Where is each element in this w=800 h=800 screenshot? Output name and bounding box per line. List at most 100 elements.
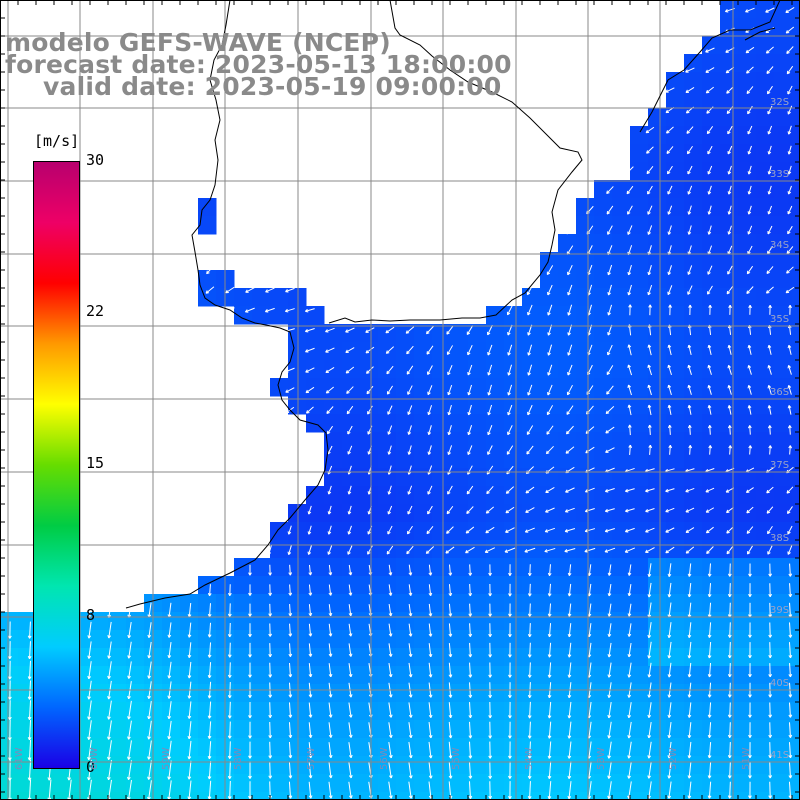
field-cell bbox=[504, 432, 523, 451]
wind-arrow bbox=[788, 642, 793, 659]
wind-arrow bbox=[308, 761, 313, 779]
field-cell bbox=[234, 630, 253, 649]
wind-arrow bbox=[604, 528, 615, 533]
wind-arrow bbox=[427, 425, 432, 436]
wind-arrow bbox=[187, 780, 192, 800]
field-cell bbox=[774, 306, 793, 325]
wind-arrow bbox=[428, 741, 433, 759]
wind-arrow bbox=[147, 740, 152, 760]
wind-arrow bbox=[487, 364, 493, 376]
field-cell bbox=[648, 288, 667, 307]
wind-arrow bbox=[668, 304, 672, 316]
field-cell bbox=[684, 504, 703, 523]
field-cell bbox=[774, 18, 793, 37]
wind-arrow bbox=[526, 425, 534, 435]
field-cell bbox=[90, 756, 109, 775]
wind-arrow bbox=[706, 546, 714, 554]
field-cell bbox=[684, 342, 703, 361]
field-cell bbox=[648, 666, 667, 685]
field-cell bbox=[522, 738, 541, 757]
field-cell bbox=[720, 540, 739, 559]
field-cell bbox=[486, 792, 505, 800]
field-cell bbox=[504, 450, 523, 469]
field-cell bbox=[288, 774, 307, 793]
field-cell bbox=[414, 792, 433, 800]
field-cell bbox=[450, 576, 469, 595]
field-cell bbox=[558, 378, 577, 397]
wind-arrow bbox=[747, 165, 752, 175]
field-cell bbox=[486, 738, 505, 757]
wind-arrow bbox=[688, 304, 692, 316]
field-cell bbox=[126, 630, 145, 649]
field-cell bbox=[612, 234, 631, 253]
field-cell bbox=[36, 774, 55, 793]
field-cell bbox=[792, 666, 800, 685]
wind-arrow bbox=[328, 781, 333, 799]
field-cell bbox=[756, 360, 775, 379]
wind-arrow bbox=[687, 205, 692, 215]
wind-arrow bbox=[448, 721, 453, 739]
field-cell bbox=[558, 792, 577, 800]
lon-label: 53W bbox=[596, 747, 607, 770]
field-cell bbox=[252, 630, 271, 649]
field-cell bbox=[756, 558, 775, 577]
field-cell bbox=[162, 648, 181, 667]
field-cell bbox=[738, 216, 757, 235]
field-cell bbox=[756, 234, 775, 253]
field-cell bbox=[738, 774, 757, 793]
field-cell bbox=[432, 666, 451, 685]
wind-arrow bbox=[727, 165, 732, 175]
wind-arrow bbox=[707, 741, 712, 759]
field-cell bbox=[630, 378, 649, 397]
field-cell bbox=[792, 720, 800, 739]
wind-arrow bbox=[785, 7, 795, 14]
field-cell bbox=[288, 720, 307, 739]
field-cell bbox=[666, 540, 685, 559]
wind-arrow bbox=[527, 642, 532, 658]
field-cell bbox=[792, 504, 800, 523]
field-cell bbox=[360, 720, 379, 739]
wind-arrow bbox=[167, 622, 172, 638]
field-cell bbox=[306, 594, 325, 613]
field-cell bbox=[756, 0, 775, 19]
field-cell bbox=[630, 720, 649, 739]
wind-arrow bbox=[288, 702, 293, 718]
field-cell bbox=[738, 738, 757, 757]
wind-arrow bbox=[527, 304, 533, 316]
field-cell bbox=[450, 432, 469, 451]
field-cell bbox=[648, 342, 667, 361]
field-cell bbox=[522, 774, 541, 793]
wind-arrow bbox=[727, 425, 732, 435]
wind-arrow bbox=[665, 527, 675, 533]
field-cell bbox=[630, 558, 649, 577]
wind-arrow bbox=[264, 307, 275, 313]
field-cell bbox=[738, 630, 757, 649]
field-cell bbox=[198, 198, 217, 217]
field-cell bbox=[558, 306, 577, 325]
field-cell bbox=[774, 666, 793, 685]
wind-arrow bbox=[788, 663, 793, 678]
field-cell bbox=[666, 180, 685, 199]
field-cell bbox=[324, 360, 343, 379]
field-cell bbox=[630, 522, 649, 541]
field-cell bbox=[432, 720, 451, 739]
field-cell bbox=[198, 576, 217, 595]
wind-arrow bbox=[227, 721, 232, 739]
field-cell bbox=[414, 486, 433, 505]
wind-arrow bbox=[305, 347, 315, 353]
field-cell bbox=[612, 522, 631, 541]
wind-arrow bbox=[268, 662, 273, 678]
wind-arrow bbox=[506, 445, 514, 455]
field-cell bbox=[432, 558, 451, 577]
field-cell bbox=[414, 396, 433, 415]
wind-arrow bbox=[627, 662, 632, 678]
wind-arrow bbox=[707, 265, 713, 275]
wind-arrow bbox=[708, 304, 712, 315]
field-cell bbox=[792, 738, 800, 757]
wind-arrow bbox=[607, 284, 612, 296]
field-cell bbox=[360, 468, 379, 487]
field-cell bbox=[558, 324, 577, 343]
field-cell bbox=[432, 792, 451, 800]
wind-arrow bbox=[766, 85, 773, 95]
wind-arrow bbox=[426, 345, 434, 355]
